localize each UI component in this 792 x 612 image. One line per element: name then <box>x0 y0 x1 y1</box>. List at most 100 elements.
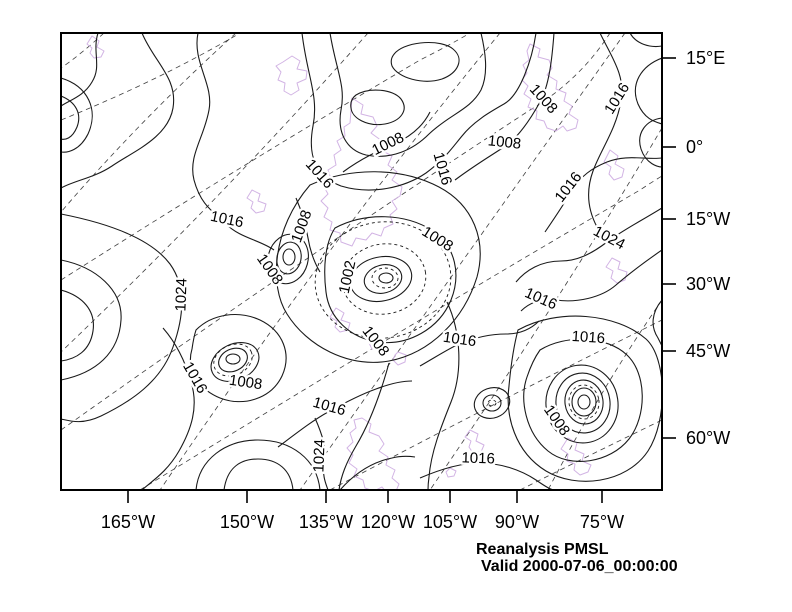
coastline-path <box>603 149 625 181</box>
contour-line <box>275 171 481 363</box>
graticule-line <box>519 419 662 490</box>
contour-line <box>61 259 122 381</box>
contour-line <box>324 216 457 344</box>
contour-line <box>295 197 321 273</box>
contour-label: 1016 <box>551 169 585 206</box>
contour-line <box>419 320 540 367</box>
graticule-line <box>61 33 369 353</box>
contour-line <box>555 372 611 434</box>
coastline-path <box>464 429 485 454</box>
contour-minor-line <box>213 343 253 377</box>
contour-line <box>520 249 662 312</box>
caption-title: Reanalysis PMSL <box>476 541 609 558</box>
contour-line <box>634 57 662 125</box>
contour-line <box>339 455 416 490</box>
contour-minor-line <box>568 384 600 420</box>
contour-value-labels: 1008 1016 1016 1008 1008 1016 1016 1016 … <box>170 77 636 475</box>
contour-line <box>192 33 275 251</box>
coastline-path <box>367 329 384 351</box>
graticule-line <box>299 33 626 490</box>
contour-line <box>276 241 302 275</box>
graticule-line <box>61 33 105 69</box>
contour-line <box>427 301 460 490</box>
contour-label: 1024 <box>310 439 328 473</box>
x-tick-label: 135°W <box>299 512 353 532</box>
contour-line <box>61 95 80 140</box>
contour-line <box>342 111 431 173</box>
y-tick-label: 15°W <box>686 209 730 229</box>
contour-label: 1008 <box>369 129 406 159</box>
graticule-line <box>329 319 662 490</box>
contour-label: 1008 <box>487 132 522 152</box>
graticule-line <box>61 33 241 121</box>
y-tick-label: 0° <box>686 137 703 157</box>
contour-line <box>301 33 537 191</box>
contour-label: 1016 <box>311 394 348 420</box>
contour-label: 1016 <box>302 156 337 192</box>
contour-line <box>61 33 175 189</box>
contour-line <box>210 342 260 382</box>
contour-line <box>225 353 241 365</box>
coastline-path <box>275 55 308 96</box>
coastline-path <box>346 417 400 490</box>
contour-line <box>507 315 662 482</box>
contour-minor-line <box>341 243 427 315</box>
x-tick-label: 150°W <box>220 512 274 532</box>
x-tick-label: 165°W <box>101 512 155 532</box>
contour-line <box>363 264 403 294</box>
minor-dashed-contours <box>213 221 600 420</box>
x-tick-label: 105°W <box>423 512 477 532</box>
contour-line <box>545 364 619 444</box>
contour-line <box>61 289 94 362</box>
graticule-line <box>547 299 662 490</box>
y-tick-label: 30°W <box>686 274 730 294</box>
contour-line <box>577 394 591 410</box>
contour-line <box>652 299 662 347</box>
pressure-contours <box>61 33 662 490</box>
contour-line <box>267 233 309 285</box>
contour-line <box>482 394 502 412</box>
contour-line <box>282 248 296 266</box>
contour-line <box>639 117 662 168</box>
contour-line <box>515 207 662 283</box>
contour-label: 1016 <box>522 284 559 313</box>
caption-valid-time: Valid 2000-07-06_00:00:00 <box>481 558 678 575</box>
contour-line <box>141 327 195 490</box>
graticule-line <box>61 33 471 281</box>
contour-minor-line <box>487 399 497 407</box>
contour-line <box>629 33 662 48</box>
contour-line <box>190 314 287 403</box>
contour-label: 1016 <box>179 359 210 396</box>
contour-label: 1008 <box>288 208 315 245</box>
contour-line <box>564 379 604 425</box>
coastline-path <box>329 307 351 333</box>
contour-label: 1024 <box>590 223 627 254</box>
graticule-line <box>61 33 237 213</box>
graticule-line <box>159 33 501 490</box>
coastline-path <box>246 189 267 214</box>
figure-caption: Reanalysis PMSL Valid 2000-07-06_00:00:0… <box>476 541 678 575</box>
contour-label: 1008 <box>540 402 573 439</box>
graticule-grid <box>61 33 662 490</box>
contour-line <box>523 338 643 463</box>
contour-label: 1016 <box>442 329 477 350</box>
coastline-path <box>392 351 407 366</box>
contour-label: 1016 <box>430 150 456 187</box>
contour-label: 1008 <box>253 251 286 288</box>
bottom-axis: 165°W 150°W 135°W 120°W 105°W 90°W 75°W <box>101 490 624 532</box>
x-tick-label: 120°W <box>361 512 415 532</box>
contour-line <box>195 439 321 490</box>
x-tick-label: 90°W <box>495 512 539 532</box>
contour-line <box>454 33 555 181</box>
contour-line <box>378 272 394 284</box>
contour-label: 1016 <box>601 80 633 117</box>
contour-line <box>588 33 623 228</box>
right-axis: 15°E 0° 15°W 30°W 45°W 60°W <box>662 48 730 448</box>
contour-line <box>223 458 294 490</box>
graticule-line <box>61 33 611 431</box>
contour-line <box>61 33 99 107</box>
coastline-path <box>86 35 105 59</box>
coastline-path <box>605 257 628 284</box>
contour-line <box>314 417 329 490</box>
